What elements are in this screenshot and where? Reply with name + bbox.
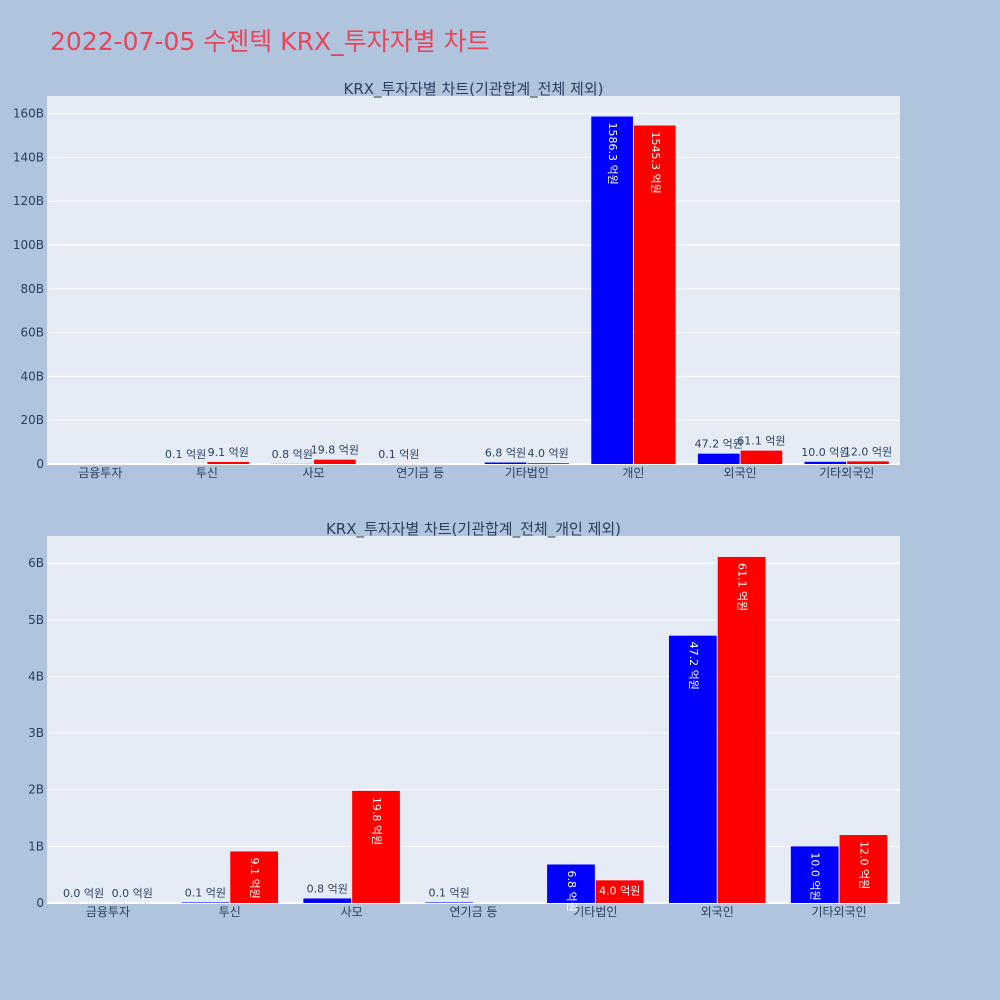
y-tick-label: 20B [20, 413, 44, 427]
bar-value-label: 0.8 억원 [307, 882, 348, 895]
x-tick-label: 기타법인 [505, 466, 549, 480]
y-tick-label: 80B [20, 282, 44, 296]
x-tick-label: 외국인 [724, 466, 757, 480]
x-tick-label: 기타외국인 [819, 466, 874, 480]
y-tick-label: 160B [13, 107, 44, 121]
x-tick-label: 연기금 등 [450, 905, 498, 919]
bar-value-label: 0.1 억원 [378, 448, 419, 461]
x-tick-label: 기타법인 [573, 905, 617, 919]
page-title: 2022-07-05 수젠텍 KRX_투자자별 차트 [50, 27, 490, 56]
y-tick-label: 0 [36, 896, 44, 910]
chart-bottom: KRX_투자자별 차트(기관합계_전체_개인 제외) 0 1B 2B 3B 4B 5B 6B 금… [28, 520, 900, 919]
bar-buy [697, 453, 740, 464]
y-tick-label: 0 [36, 457, 44, 471]
bar-value-label: 0.0 억원 [63, 887, 104, 900]
bar-sell [717, 556, 766, 903]
bar-sell [847, 461, 889, 464]
bar-value-label: 0.1 억원 [165, 448, 206, 461]
chart-title: KRX_투자자별 차트(기관합계_전체_개인 제외) [326, 520, 621, 539]
x-tick-label: 기타외국인 [811, 905, 866, 919]
bar-sell [595, 880, 644, 903]
bar-value-label: 19.8 억원 [370, 797, 383, 845]
bar-value-label: 19.8 억원 [311, 444, 359, 457]
x-tick-label: 사모 [303, 466, 325, 480]
x-tick-label: 금융투자 [78, 466, 122, 480]
bar-value-label: 0.8 억원 [272, 448, 313, 461]
bar-value-label: 1586.3 억원 [606, 123, 619, 185]
chart-top: KRX_투자자별 차트(기관합계_전체 제외) 0 20B 40B 60B 80B 100B… [13, 80, 900, 480]
bar-value-label: 9.1 억원 [208, 446, 249, 459]
y-tick-label: 5B [28, 613, 44, 627]
bar-value-label: 47.2 억원 [687, 642, 700, 690]
bar-sell [352, 790, 400, 903]
bar-sell [314, 459, 356, 464]
bar-value-label: 61.1 억원 [736, 563, 749, 611]
bar-sell [839, 835, 888, 903]
x-tick-label: 외국인 [701, 905, 734, 919]
bar-value-label: 9.1 억원 [248, 857, 261, 898]
y-tick-label: 60B [20, 326, 44, 340]
bar-buy [484, 462, 527, 464]
bar-buy [425, 902, 473, 903]
y-tick-label: 140B [13, 150, 44, 164]
bar-value-label: 1545.3 억원 [649, 132, 662, 194]
y-tick-label: 4B [28, 669, 44, 683]
bar-value-label: 12.0 억원 [857, 841, 870, 889]
bar-sell [740, 450, 783, 464]
bar-buy [303, 898, 352, 903]
bar-value-label: 61.1 억원 [737, 435, 785, 448]
x-tick-label: 투신 [196, 466, 218, 480]
bar-sell [207, 462, 250, 464]
chart-title: KRX_투자자별 차트(기관합계_전체 제외) [344, 80, 604, 99]
y-tick-label: 40B [20, 369, 44, 383]
bar-value-label: 6.8 억원 [565, 870, 578, 911]
x-tick-label: 개인 [622, 466, 644, 480]
bar-value-label: 0.1 억원 [429, 886, 470, 899]
y-tick-label: 2B [28, 783, 44, 797]
bar-buy [668, 635, 717, 903]
bar-value-label: 0.0 억원 [112, 887, 153, 900]
bar-buy [181, 902, 230, 903]
y-tick-label: 3B [28, 726, 44, 740]
bar-buy [804, 461, 847, 464]
y-tick-label: 6B [28, 556, 44, 570]
bar-value-label: 47.2 억원 [695, 438, 743, 451]
bar-value-label: 10.0 억원 [809, 852, 822, 900]
bar-buy [790, 846, 839, 903]
x-tick-label: 금융투자 [86, 905, 130, 919]
plot-area [47, 536, 900, 903]
bar-sell [527, 463, 569, 464]
x-tick-label: 연기금 등 [396, 466, 444, 480]
bar-value-label: 6.8 억원 [485, 447, 526, 460]
bar-value-label: 10.0 억원 [801, 446, 849, 459]
bar-sell [633, 125, 676, 465]
x-tick-label: 투신 [219, 905, 241, 919]
bar-buy [547, 864, 595, 903]
y-tick-label: 120B [13, 194, 44, 208]
bar-buy [591, 116, 633, 464]
y-tick-label: 100B [13, 238, 44, 252]
bar-value-label: 4.0 억원 [599, 884, 640, 897]
bar-value-label: 12.0 억원 [844, 445, 892, 458]
bar-value-label: 4.0 억원 [528, 447, 569, 460]
y-tick-label: 1B [28, 839, 44, 853]
x-tick-label: 사모 [341, 905, 363, 919]
bar-sell [230, 851, 279, 903]
bar-value-label: 0.1 억원 [185, 886, 226, 899]
